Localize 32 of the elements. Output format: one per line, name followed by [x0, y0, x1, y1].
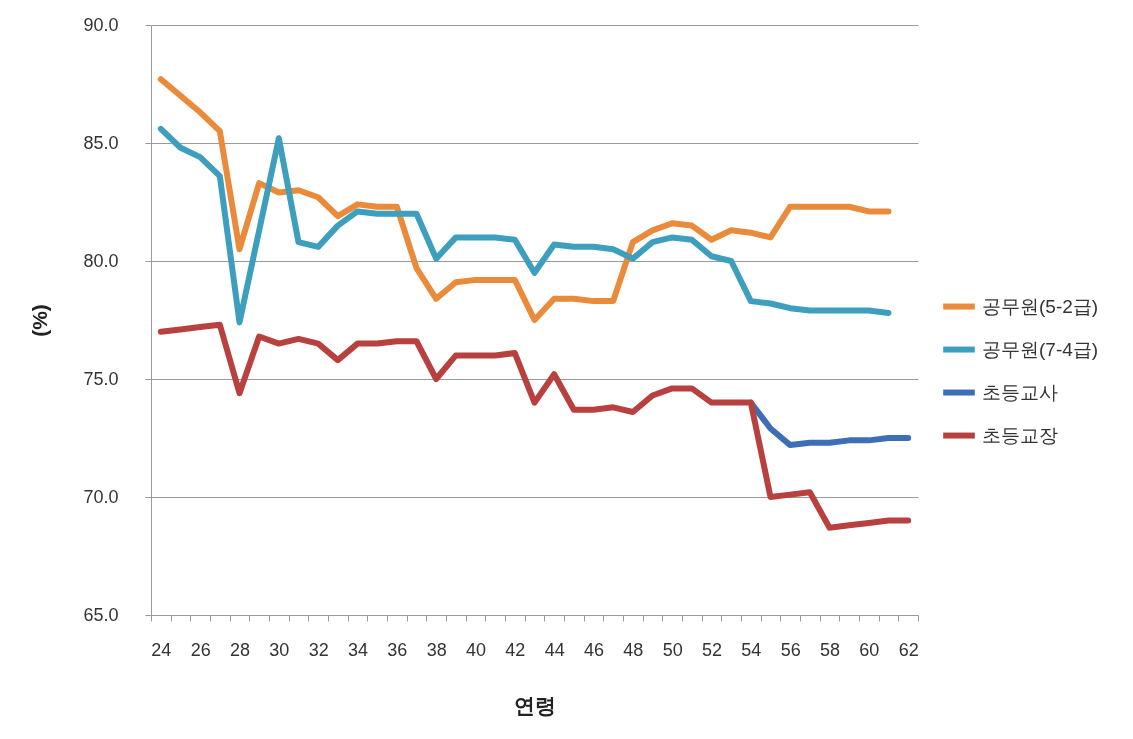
y-axis-title: (%): [27, 304, 51, 337]
y-tick-label: 85.0: [83, 132, 119, 153]
x-tick-label: 48: [623, 639, 644, 660]
y-tick-label: 70.0: [83, 486, 119, 507]
x-tick-label: 30: [269, 639, 290, 660]
x-tick-label: 28: [229, 639, 251, 660]
x-tick-label: 54: [741, 639, 762, 660]
x-tick-label: 58: [819, 639, 841, 660]
x-tick-label: 36: [387, 639, 408, 660]
x-tick-label: 26: [190, 639, 211, 660]
x-tick-label: 32: [308, 639, 329, 660]
y-tick-label: 80.0: [83, 250, 119, 271]
x-tick-label: 46: [583, 639, 605, 660]
legend-label: 공무원(5-2급): [982, 295, 1099, 317]
x-tick-label: 62: [898, 639, 919, 660]
legend-label: 초등교장: [982, 424, 1058, 446]
x-tick-label: 50: [662, 639, 683, 660]
x-tick-label: 38: [426, 639, 447, 660]
x-axis-title: 연령: [514, 693, 556, 717]
x-tick-label: 56: [780, 639, 801, 660]
x-tick-label: 40: [465, 639, 487, 660]
x-tick-label: 24: [151, 639, 172, 660]
x-tick-label: 60: [859, 639, 880, 660]
x-tick-label: 52: [701, 639, 723, 660]
legend-label: 초등교사: [982, 381, 1058, 403]
y-tick-label: 75.0: [83, 368, 119, 389]
x-tick-label: 42: [505, 639, 526, 660]
legend-label: 공무원(7-4급): [982, 338, 1099, 360]
y-tick-label: 90.0: [83, 14, 119, 35]
x-tick-label: 34: [347, 639, 369, 660]
y-tick-label: 65.0: [83, 604, 119, 625]
x-tick-label: 44: [544, 639, 565, 660]
